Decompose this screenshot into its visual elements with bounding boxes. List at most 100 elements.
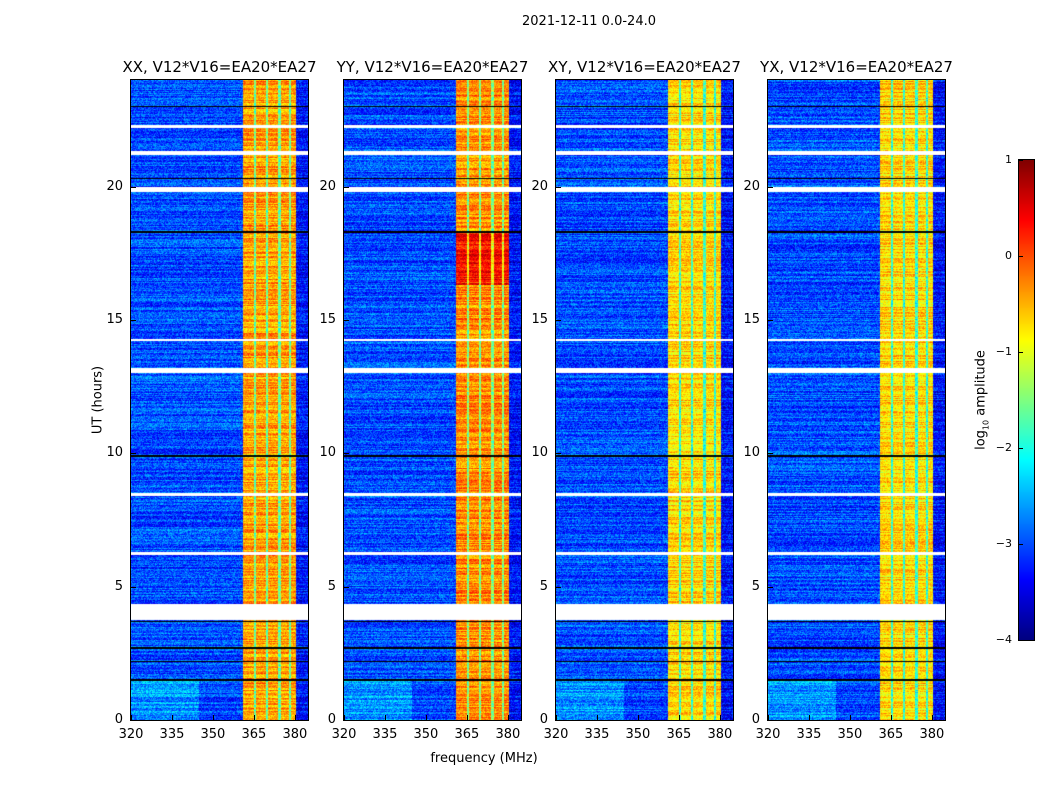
y-tick-label: 20 [106, 178, 123, 194]
x-tick [768, 715, 769, 720]
x-tick [253, 715, 255, 720]
colorbar-tick [1019, 448, 1023, 449]
x-tick [131, 715, 132, 720]
colorbar-tick [1019, 352, 1023, 353]
colorbar: 1 0 −1 −2 −3 −4 [996, 153, 1035, 646]
x-tick-label: 335 [584, 727, 610, 742]
x-tick [344, 715, 345, 720]
panel-yy: YY, V12*V16=EA20*EA27 320 335 350 365 380 0 5 10… [319, 58, 528, 742]
y-tick [131, 586, 136, 588]
y-axis-label: UT (hours) [90, 365, 106, 435]
x-tick [212, 715, 214, 720]
y-tick-label: 0 [539, 712, 548, 727]
y-tick-label: 15 [531, 312, 548, 327]
colorbar-tick [1019, 256, 1023, 257]
y-tick [344, 320, 349, 321]
x-tick-label: 365 [454, 727, 480, 742]
y-tick-label: 5 [114, 578, 123, 594]
x-tick-label: 350 [200, 727, 226, 742]
panel-title: YY, V12*V16=EA20*EA27 [336, 58, 529, 76]
heatmap-image [131, 80, 308, 720]
x-tick [931, 715, 933, 720]
y-tick-label: 5 [751, 578, 760, 594]
y-tick-label: 20 [319, 178, 336, 194]
heatmap-image [344, 80, 521, 720]
y-tick [556, 186, 561, 188]
panel-title: YX, V12*V16=EA20*EA27 [760, 58, 953, 76]
colorbar-gradient [1019, 160, 1034, 640]
panel-xx: XX, V12*V16=EA20*EA27 320 335 350 365 380 0 5 10… [106, 58, 316, 742]
colorbar-tick [1019, 160, 1023, 161]
colorbar-tick-label: 1 [1005, 153, 1012, 166]
x-tick [808, 715, 810, 720]
y-tick [556, 320, 561, 321]
x-tick [849, 715, 851, 720]
y-tick-label: 15 [319, 312, 336, 327]
x-tick [556, 715, 557, 720]
y-tick-label: 0 [751, 712, 760, 727]
y-tick [768, 186, 773, 188]
x-tick-label: 350 [413, 727, 439, 742]
x-tick-label: 380 [919, 727, 945, 742]
x-tick-label: 320 [755, 727, 781, 742]
x-tick [678, 715, 680, 720]
figure-title: 2021-12-11 0.0-24.0 [522, 14, 656, 29]
y-tick [768, 720, 773, 721]
y-tick [556, 453, 561, 455]
y-tick-label: 10 [319, 445, 336, 461]
x-tick-label: 380 [495, 727, 521, 742]
y-tick [344, 453, 349, 455]
x-tick-label: 380 [282, 727, 308, 742]
x-tick-label: 320 [118, 727, 144, 742]
y-tick-label: 15 [743, 312, 760, 327]
y-tick-label: 0 [114, 712, 123, 727]
y-tick-label: 5 [327, 578, 336, 594]
panel-yx: YX, V12*V16=EA20*EA27 320 335 350 365 380 0 5 10… [743, 58, 952, 742]
panel-title: XX, V12*V16=EA20*EA27 [122, 58, 317, 76]
x-tick [890, 715, 892, 720]
colorbar-tick-label: 0 [1005, 249, 1012, 262]
panel-xy: XY, V12*V16=EA20*EA27 320 335 350 365 380 0 5 10… [531, 58, 740, 742]
x-tick [719, 715, 721, 720]
x-tick-label: 320 [331, 727, 357, 742]
y-tick-label: 10 [743, 445, 760, 461]
y-tick-label: 10 [106, 445, 123, 461]
colorbar-tick-label: −4 [995, 633, 1012, 646]
y-tick [131, 453, 136, 455]
y-tick-label: 20 [531, 178, 548, 194]
y-tick [768, 453, 773, 455]
x-tick [637, 715, 639, 720]
colorbar-tick-label: −3 [995, 537, 1012, 550]
colorbar-tick [1019, 640, 1023, 641]
x-tick [294, 715, 296, 720]
x-tick-label: 320 [543, 727, 569, 742]
x-tick-label: 335 [372, 727, 398, 742]
colorbar-tick-label: −2 [995, 441, 1012, 454]
x-tick-label: 380 [707, 727, 733, 742]
colorbar-tick-label: −1 [995, 345, 1012, 358]
heatmap-image [556, 80, 733, 720]
colorbar-tick [1019, 544, 1023, 545]
y-tick [344, 586, 349, 588]
y-tick-label: 15 [106, 312, 123, 327]
x-tick-label: 365 [666, 727, 692, 742]
x-axis-label: frequency (MHz) [430, 751, 538, 766]
y-tick [344, 186, 349, 188]
x-tick-label: 350 [625, 727, 651, 742]
y-tick-label: 0 [327, 712, 336, 727]
x-tick-label: 350 [837, 727, 863, 742]
colorbar-label: log10 amplitude [973, 350, 991, 450]
y-tick [556, 720, 561, 721]
x-tick [425, 715, 427, 720]
x-tick-label: 365 [878, 727, 904, 742]
y-tick-label: 20 [743, 178, 760, 194]
y-tick [556, 586, 561, 588]
x-tick [466, 715, 468, 720]
y-tick [768, 586, 773, 588]
x-tick [596, 715, 598, 720]
y-tick [131, 320, 136, 321]
x-tick-label: 365 [241, 727, 267, 742]
y-tick [768, 320, 773, 321]
x-tick-label: 335 [159, 727, 185, 742]
x-tick [384, 715, 386, 720]
